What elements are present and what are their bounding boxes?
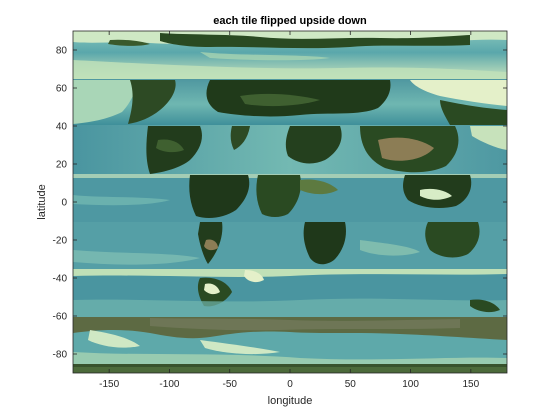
tile-1 (73, 31, 507, 79)
tile-6 (73, 269, 507, 317)
x-axis: -150 -100 -50 0 50 100 150 (99, 31, 480, 390)
tile-5 (73, 222, 507, 269)
map-image (73, 31, 507, 373)
x-tick-label: 50 (345, 379, 357, 390)
y-axis: -80 -60 -40 -20 0 20 40 60 80 (53, 46, 507, 361)
y-tick-label: -20 (53, 236, 68, 247)
y-tick-label: 0 (61, 198, 67, 209)
x-tick-label: -100 (159, 379, 179, 390)
y-tick-label: -80 (53, 350, 68, 361)
y-tick-label: -60 (53, 312, 68, 323)
y-tick-label: 20 (56, 160, 68, 171)
chart-title: each tile flipped upside down (213, 15, 367, 27)
tile-8 (73, 364, 507, 373)
x-tick-label: 0 (287, 379, 293, 390)
tile-4 (73, 174, 507, 222)
tile-3 (73, 125, 507, 174)
x-tick-label: 150 (462, 379, 479, 390)
y-axis-label: latitude (36, 184, 48, 219)
y-tick-label: -40 (53, 274, 68, 285)
y-tick-label: 40 (56, 122, 68, 133)
x-axis-label: longitude (268, 395, 313, 407)
tile-2 (73, 79, 507, 125)
y-tick-label: 80 (56, 46, 68, 57)
y-tick-label: 60 (56, 84, 68, 95)
x-tick-label: -150 (99, 379, 119, 390)
x-tick-label: -50 (222, 379, 237, 390)
x-tick-label: 100 (402, 379, 419, 390)
tile-7 (73, 317, 507, 364)
